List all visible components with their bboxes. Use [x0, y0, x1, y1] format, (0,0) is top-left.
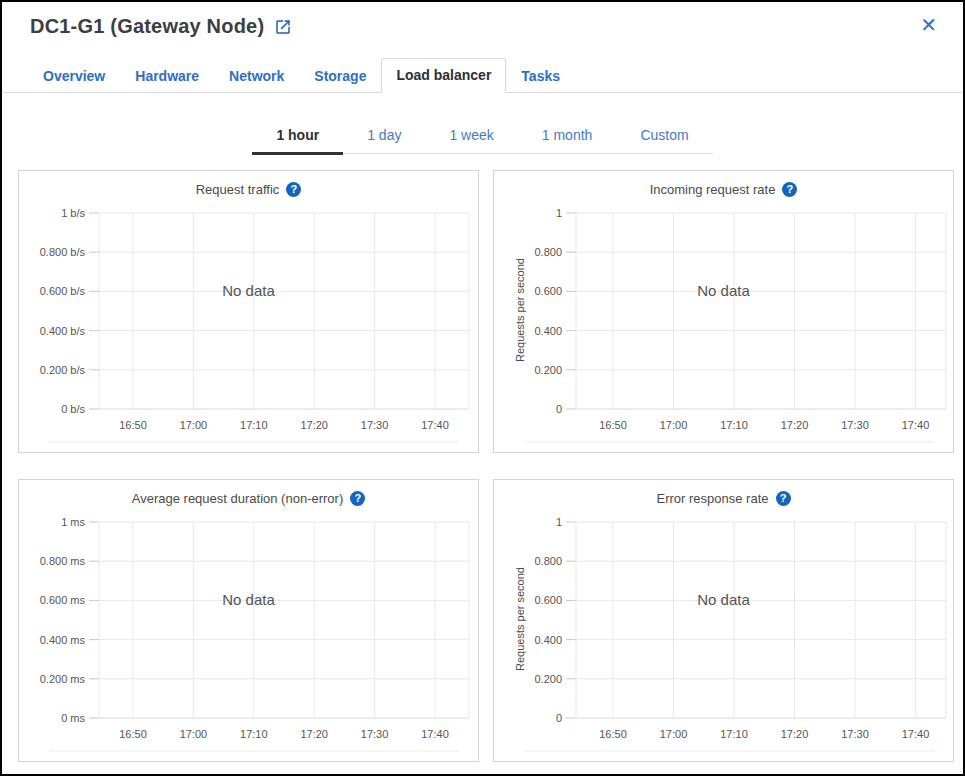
x-axis-tick-label: 17:10 — [709, 419, 759, 431]
x-axis-tick-label: 17:30 — [350, 419, 400, 431]
no-data-text: No data — [19, 282, 478, 299]
help-icon[interactable]: ? — [350, 491, 365, 506]
y-axis-tick-label: 0.800 — [494, 554, 562, 568]
x-axis-tick-label: 17:00 — [649, 728, 699, 740]
x-axis-tick-label: 17:20 — [770, 728, 820, 740]
chart-panel-incoming-request-rate: Incoming request rate ? 10.8000.6000.400… — [493, 170, 954, 453]
tab-bar: Overview Hardware Network Storage Load b… — [2, 58, 963, 93]
x-axis-tick-label: 17:20 — [289, 728, 339, 740]
chart-area: 10.8000.6000.4000.200016:5017:0017:1017:… — [494, 510, 953, 760]
x-axis-tick-label: 16:50 — [588, 728, 638, 740]
page-title: DC1-G1 (Gateway Node) — [30, 15, 264, 38]
help-icon[interactable]: ? — [286, 182, 301, 197]
x-axis-tick-label: 17:40 — [891, 728, 941, 740]
chart-title: Incoming request rate — [650, 182, 776, 197]
y-axis-tick-label: 0.200 b/s — [19, 363, 85, 377]
x-axis-tick-label: 16:50 — [108, 728, 158, 740]
chart-title-row: Incoming request rate ? — [494, 182, 953, 197]
x-axis-tick-label: 17:40 — [410, 419, 460, 431]
chart-title-row: Error response rate ? — [494, 491, 953, 506]
y-axis-tick-label: 0 ms — [19, 711, 85, 725]
y-axis-tick-label: 1 — [494, 515, 562, 529]
x-axis-tick-label: 16:50 — [588, 419, 638, 431]
help-icon[interactable]: ? — [776, 491, 791, 506]
charts-grid: Request traffic ? 1 b/s0.800 b/s0.600 b/… — [18, 170, 949, 762]
time-range-1-week[interactable]: 1 week — [425, 120, 517, 153]
tab-tasks[interactable]: Tasks — [506, 59, 575, 92]
help-icon[interactable]: ? — [782, 182, 797, 197]
chart-panel-request-traffic: Request traffic ? 1 b/s0.800 b/s0.600 b/… — [18, 170, 479, 453]
x-axis-tick-label: 17:20 — [289, 419, 339, 431]
y-axis-tick-label: 0.800 — [494, 245, 562, 259]
x-axis-tick-label: 17:30 — [350, 728, 400, 740]
y-axis-tick-label: 0 — [494, 711, 562, 725]
tab-overview[interactable]: Overview — [28, 59, 120, 92]
y-axis-tick-label: 0.200 ms — [19, 672, 85, 686]
chart-area: 1 b/s0.800 b/s0.600 b/s0.400 b/s0.200 b/… — [19, 201, 478, 451]
no-data-text: No data — [19, 591, 478, 608]
y-axis-tick-label: 0.400 b/s — [19, 324, 85, 338]
chart-panel-error-response-rate: Error response rate ? 10.8000.6000.4000.… — [493, 479, 954, 762]
x-axis-tick-label: 17:10 — [229, 419, 279, 431]
x-axis-tick-label: 17:10 — [709, 728, 759, 740]
tab-storage[interactable]: Storage — [299, 59, 381, 92]
y-axis-tick-label: 0.200 — [494, 363, 562, 377]
time-range-1-hour[interactable]: 1 hour — [252, 120, 343, 155]
no-data-text: No data — [494, 282, 953, 299]
y-axis-tick-label: 0.800 b/s — [19, 245, 85, 259]
chart-grid — [494, 201, 953, 451]
x-axis-tick-label: 17:10 — [229, 728, 279, 740]
chart-title: Average request duration (non-error) — [132, 491, 344, 506]
y-axis-tick-label: 0.400 — [494, 324, 562, 338]
chart-grid — [19, 510, 478, 760]
chart-title: Request traffic — [196, 182, 280, 197]
y-axis-tick-label: 0.200 — [494, 672, 562, 686]
chart-area: 1 ms0.800 ms0.600 ms0.400 ms0.200 ms0 ms… — [19, 510, 478, 760]
chart-title-row: Request traffic ? — [19, 182, 478, 197]
chart-area: 10.8000.6000.4000.200016:5017:0017:1017:… — [494, 201, 953, 451]
y-axis-title: Requests per second — [514, 250, 526, 370]
x-axis-tick-label: 17:30 — [830, 728, 880, 740]
x-axis-tick-label: 17:00 — [168, 419, 218, 431]
chart-panel-average-request-duration: Average request duration (non-error) ? 1… — [18, 479, 479, 762]
time-range-1-month[interactable]: 1 month — [518, 120, 617, 153]
page-header: DC1-G1 (Gateway Node) — [2, 2, 963, 38]
y-axis-tick-label: 0.400 ms — [19, 633, 85, 647]
chart-grid — [494, 510, 953, 760]
chart-grid — [19, 201, 478, 451]
no-data-text: No data — [494, 591, 953, 608]
tab-hardware[interactable]: Hardware — [120, 59, 214, 92]
y-axis-tick-label: 1 b/s — [19, 206, 85, 220]
time-range-custom[interactable]: Custom — [616, 120, 712, 153]
tab-network[interactable]: Network — [214, 59, 299, 92]
y-axis-tick-label: 0 — [494, 402, 562, 416]
chart-title: Error response rate — [657, 491, 769, 506]
y-axis-tick-label: 0 b/s — [19, 402, 85, 416]
close-icon[interactable]: ✕ — [920, 14, 937, 36]
chart-title-row: Average request duration (non-error) ? — [19, 491, 478, 506]
x-axis-tick-label: 17:30 — [830, 419, 880, 431]
x-axis-tick-label: 17:00 — [168, 728, 218, 740]
x-axis-tick-label: 17:00 — [649, 419, 699, 431]
time-range-1-day[interactable]: 1 day — [343, 120, 425, 153]
y-axis-tick-label: 0.800 ms — [19, 554, 85, 568]
y-axis-tick-label: 1 ms — [19, 515, 85, 529]
y-axis-tick-label: 0.400 — [494, 633, 562, 647]
y-axis-title: Requests per second — [514, 559, 526, 679]
y-axis-tick-label: 1 — [494, 206, 562, 220]
x-axis-tick-label: 16:50 — [108, 419, 158, 431]
x-axis-tick-label: 17:40 — [410, 728, 460, 740]
x-axis-tick-label: 17:20 — [770, 419, 820, 431]
external-link-icon[interactable] — [274, 18, 292, 36]
tab-load-balancer[interactable]: Load balancer — [381, 58, 506, 93]
time-range-selector: 1 hour 1 day 1 week 1 month Custom — [2, 120, 963, 154]
x-axis-tick-label: 17:40 — [891, 419, 941, 431]
